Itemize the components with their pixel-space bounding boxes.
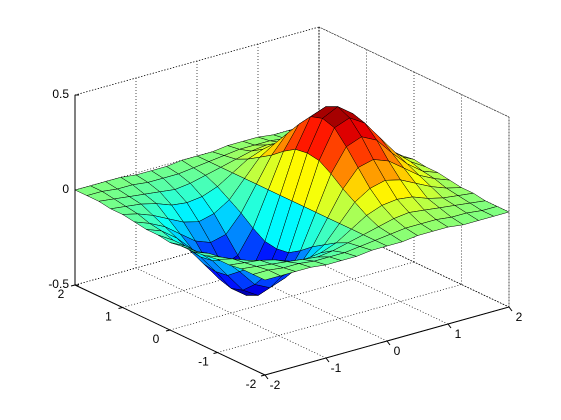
tick-mark [386,340,391,346]
tick-mark [325,357,330,363]
tick-mark [260,374,266,377]
tick-mark [508,306,513,312]
x-tick-label: -2 [270,378,281,392]
x-tick-label: 2 [516,310,523,324]
z-tick-label: 0 [62,182,69,196]
surface-face [252,269,282,281]
grid-line [217,284,462,353]
y-tick-label: 0 [153,332,160,346]
grid-line [318,26,510,118]
x-tick-label: -1 [331,361,342,375]
x-tick-label: 0 [394,344,401,358]
y-tick-label: 2 [58,287,65,301]
tick-mark [213,352,218,354]
y-tick-label: -1 [198,355,209,369]
grid-line [74,26,320,96]
x-tick-label: 1 [455,327,462,341]
grid-line [169,261,415,331]
grid-line [318,216,510,308]
tick-mark [447,323,452,329]
tick-mark [118,307,123,309]
z-tick-label: -0.5 [48,277,69,291]
y-tick-label: -2 [246,377,257,391]
tick-mark [264,374,269,380]
tick-mark [70,284,76,287]
tick-mark [165,329,171,332]
z-tick-label: 0.5 [52,87,69,101]
y-tick-label: 1 [105,310,112,324]
